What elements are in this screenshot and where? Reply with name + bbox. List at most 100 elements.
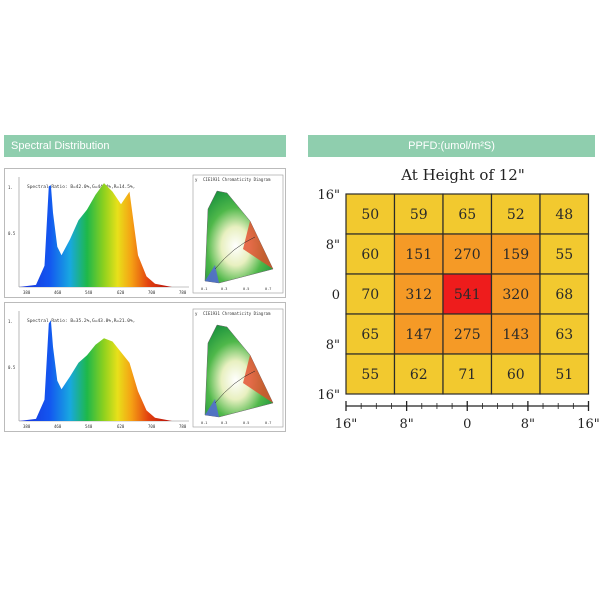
cie-x-tick: 0.1	[201, 421, 207, 425]
spectrum-x-tick: 700	[148, 424, 156, 429]
cie-title: CIE1931 Chromaticity Diagram	[203, 311, 271, 316]
cie-locus	[204, 324, 274, 418]
spectrum-x-tick: 620	[117, 424, 125, 429]
spectrum-y-tick: 1.	[8, 319, 13, 324]
heatmap-cell-value: 50	[361, 207, 379, 223]
heatmap-cell-value: 70	[361, 287, 379, 303]
spectrum-x-tick: 460	[54, 424, 62, 429]
heatmap-cell-value: 320	[502, 287, 529, 303]
heatmap-cell	[393, 353, 444, 395]
heatmap-cell	[539, 313, 590, 355]
heatmap-y-tick: 0	[332, 288, 340, 303]
cie-x-tick: 0.1	[201, 287, 207, 291]
cie-blue-region	[205, 399, 219, 417]
cie-x-ticks: 0.1 0.3 0.5 0.7	[201, 421, 271, 425]
heatmap-cells: 50 59 65 52 48 60 151 270 159 55 70 312 541 320 68 65 14…	[345, 193, 590, 395]
heatmap-cell	[393, 193, 444, 235]
heatmap-cell	[345, 233, 396, 275]
heatmap-y-tick: 8"	[326, 338, 340, 353]
heatmap-y-tick: 16"	[317, 388, 340, 403]
heatmap-cell-value: 159	[502, 247, 529, 263]
cie-red-region	[243, 221, 273, 269]
heatmap-y-tick: 16"	[317, 188, 340, 203]
spectrum-panel-2: Spectral Ratio: B=35.2%,G=43.8%,R=21.0%,…	[4, 302, 286, 432]
cie-title: CIE1931 Chromaticity Diagram	[203, 177, 271, 182]
cie-x-ticks: 0.1 0.3 0.5 0.7	[201, 287, 271, 291]
cie-red-region	[243, 355, 273, 403]
spectrum-x-ticks: 380 460 540 620 700 780	[23, 424, 187, 429]
spectrum-x-tick: 780	[179, 290, 187, 295]
spectrum-y-tick: 0.5	[8, 231, 16, 236]
spectral-ratio-text: Spectral Ratio: B=42.0%,G=44.4%,R=14.5%,	[27, 184, 135, 190]
spectral-ratio-text: Spectral Ratio: B=35.2%,G=43.8%,R=21.0%,	[27, 318, 135, 324]
cie-x-tick: 0.3	[221, 287, 227, 291]
heatmap-cell	[442, 193, 493, 235]
cie-blue-region	[205, 265, 219, 283]
spectrum-area	[19, 183, 189, 287]
heatmap-cell	[490, 233, 541, 275]
heatmap-cell	[490, 353, 541, 395]
cie-diagram-1: CIE1931 Chromaticity Diagram y 0.1 0.3 0…	[192, 174, 284, 294]
heatmap-cell	[490, 273, 541, 315]
heatmap-cell	[393, 313, 444, 355]
heatmap-cell	[539, 193, 590, 235]
heatmap-cell-value: 62	[410, 367, 428, 383]
cie-x-tick: 0.3	[221, 421, 227, 425]
heatmap-x-tick: 8"	[521, 417, 535, 432]
heatmap-cell	[345, 313, 396, 355]
heatmap-cell	[345, 193, 396, 235]
heatmap-x-tick: 16"	[335, 417, 358, 432]
heatmap-cell-value: 51	[555, 367, 573, 383]
heatmap-x-tick: 16"	[577, 417, 600, 432]
heatmap-cell	[345, 273, 396, 315]
heatmap-x-tick: 0	[463, 417, 471, 432]
heatmap-cell-value: 275	[454, 327, 481, 343]
heatmap-cell-value: 60	[361, 247, 379, 263]
spectrum-x-tick: 380	[23, 290, 31, 295]
heatmap-cell-value: 65	[458, 207, 476, 223]
planckian-locus	[214, 236, 256, 270]
spectral-distribution-banner: Spectral Distribution	[4, 135, 286, 157]
heatmap-cell-value: 48	[555, 207, 573, 223]
heatmap-cell	[442, 353, 493, 395]
heatmap-cell-value: 60	[507, 367, 525, 383]
heatmap-y-tick: 8"	[326, 238, 340, 253]
spectrum-panel-1: Spectral Ratio: B=42.0%,G=44.4%,R=14.5%,…	[4, 168, 286, 298]
cie-x-tick: 0.7	[265, 287, 271, 291]
spectrum-x-tick: 620	[117, 290, 125, 295]
heatmap-cell-value: 63	[555, 327, 573, 343]
cie-x-tick: 0.5	[243, 421, 249, 425]
heatmap-cell	[539, 233, 590, 275]
ppfd-banner: PPFD:(umol/m²S)	[308, 135, 595, 157]
heatmap-cell-value: 151	[405, 247, 432, 263]
spectrum-x-ticks: 380 460 540 620 700 780	[23, 290, 187, 295]
heatmap-cell-value: 143	[502, 327, 529, 343]
heatmap-cell-value: 541	[454, 287, 481, 303]
spectrum-x-tick: 380	[23, 424, 31, 429]
heatmap-cell-value: 55	[555, 247, 573, 263]
ppfd-heatmap-chart: At Height of 12" 50 59 65 52 48 60 151 270 159 55…	[317, 166, 600, 432]
spectrum-x-tick: 700	[148, 290, 156, 295]
cie-x-tick: 0.7	[265, 421, 271, 425]
planckian-locus	[214, 370, 256, 404]
heatmap-title: At Height of 12"	[400, 166, 525, 184]
cie-y-label: y	[195, 177, 198, 182]
heatmap-cell-value: 65	[361, 327, 379, 343]
spectrum-x-tick: 540	[85, 424, 93, 429]
heatmap-x-tick: 8"	[399, 417, 413, 432]
heatmap-cell-value: 55	[361, 367, 379, 383]
heatmap-y-ticks: 16" 8" 0 8" 16"	[317, 188, 340, 403]
heatmap-cell-value: 270	[454, 247, 481, 263]
spectrum-y-tick: 1.	[8, 185, 13, 190]
cie-x-tick: 0.5	[243, 287, 249, 291]
heatmap-cell	[539, 353, 590, 395]
spectrum-x-tick: 780	[179, 424, 187, 429]
heatmap-cell-value: 52	[507, 207, 525, 223]
spectrum-area	[19, 320, 189, 421]
spectrum-chart-1: Spectral Ratio: B=42.0%,G=44.4%,R=14.5%,…	[8, 174, 284, 295]
heatmap-cell-value: 312	[405, 287, 432, 303]
heatmap-cell-value: 71	[458, 367, 476, 383]
heatmap-x-axis: 16" 8" 0 8" 16"	[335, 401, 600, 432]
spectrum-chart-2: Spectral Ratio: B=35.2%,G=43.8%,R=21.0%,…	[8, 308, 284, 429]
heatmap-cell-value: 59	[410, 207, 428, 223]
